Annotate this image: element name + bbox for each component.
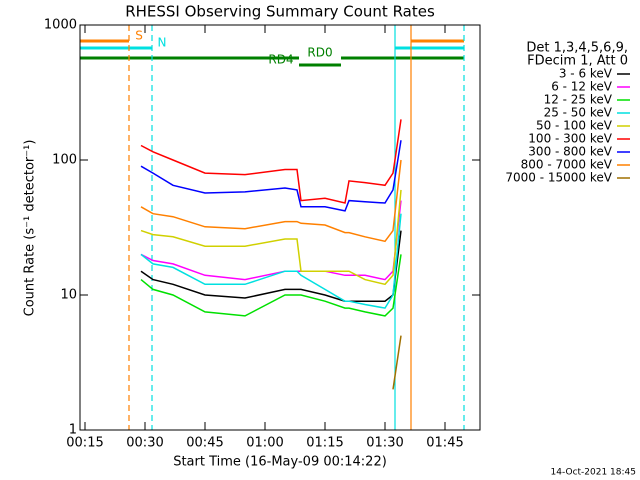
legend-label: 100 - 300 keV: [528, 132, 612, 146]
chart-title: RHESSI Observing Summary Count Rates: [125, 3, 435, 21]
series-line: [140, 140, 402, 212]
legend-title: Det 1,3,4,5,6,9,: [526, 41, 628, 56]
y-tick-label: 1: [69, 423, 77, 438]
x-tick-label: 01:45: [426, 436, 463, 451]
x-tick-label: 00:15: [66, 436, 103, 451]
x-tick-label: 01:30: [366, 436, 403, 451]
flag-label: RD4: [268, 53, 293, 67]
series-line: [140, 189, 402, 286]
x-tick-label: 00:30: [126, 436, 163, 451]
legend-label: 12 - 25 keV: [544, 93, 613, 107]
series-line: [140, 213, 402, 309]
x-tick-label: 01:00: [246, 436, 283, 451]
x-tick-label: 00:45: [186, 436, 223, 451]
y-axis-label: Count Rate (s⁻¹ detector⁻¹): [23, 140, 38, 317]
series-line: [140, 230, 402, 302]
y-tick-label: 100: [52, 153, 77, 168]
y-tick-label: 1000: [44, 18, 77, 33]
legend-label: 25 - 50 keV: [544, 106, 613, 120]
legend-label: 6 - 12 keV: [551, 80, 613, 94]
x-tick-label: 01:15: [306, 436, 343, 451]
series-line: [140, 119, 402, 204]
series-line: [140, 254, 402, 317]
flag-label: RD0: [307, 46, 332, 60]
legend-label: 7000 - 15000 keV: [505, 171, 612, 185]
flag-label: N: [158, 36, 167, 50]
legend-label: 3 - 6 keV: [559, 67, 613, 81]
x-axis-label: Start Time (16-May-09 00:14:22): [173, 455, 387, 470]
y-tick-label: 10: [60, 288, 77, 303]
timestamp: 14-Oct-2021 18:45: [551, 468, 636, 478]
plot-frame: [79, 24, 481, 431]
legend-label: 800 - 7000 keV: [521, 158, 613, 172]
legend-label: 300 - 800 keV: [528, 145, 612, 159]
series-line: [392, 335, 402, 390]
flag-label: S: [135, 29, 143, 43]
legend-title: FDecim 1, Att 0: [527, 54, 628, 69]
legend-label: 50 - 100 keV: [536, 119, 613, 133]
series-line: [140, 159, 402, 243]
